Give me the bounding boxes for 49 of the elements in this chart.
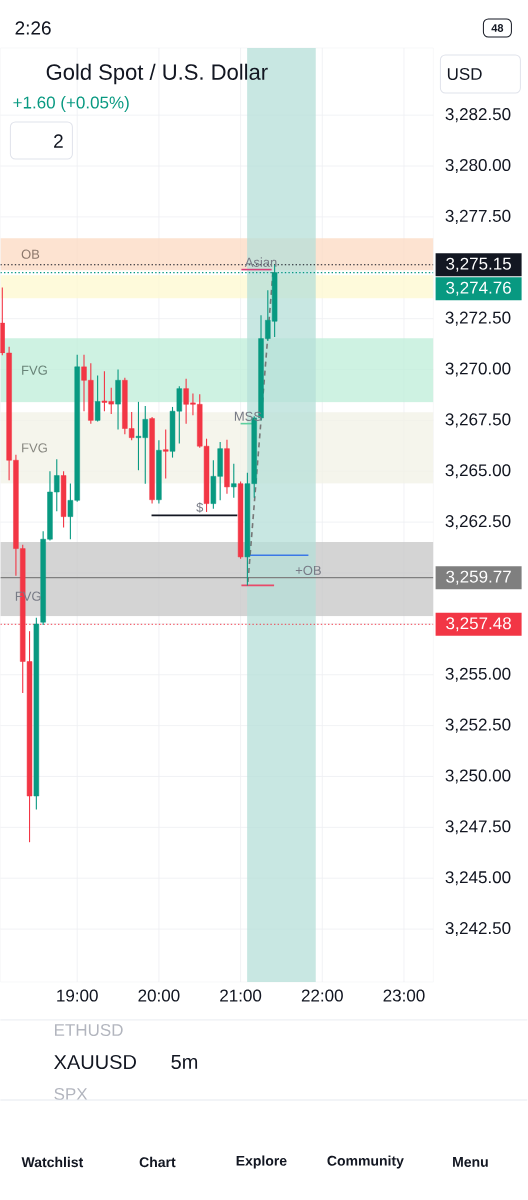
y-tick-label: 3,280.00 bbox=[445, 158, 511, 174]
text: ETHUSD bbox=[55, 1023, 123, 1037]
annotation: $ bbox=[196, 502, 204, 513]
band-label: OB bbox=[21, 249, 40, 259]
x-tick-label: 19:00 bbox=[57, 989, 98, 1002]
y-tick-label: 3,245.00 bbox=[445, 871, 511, 886]
text: Watchlist bbox=[21, 1156, 84, 1168]
text: 2:26 bbox=[15, 21, 51, 35]
annotation: Asian bbox=[244, 257, 277, 267]
candlestick bbox=[115, 368, 121, 431]
text: Menu bbox=[453, 1157, 488, 1167]
annotation: +OB bbox=[295, 565, 321, 575]
candlestick bbox=[95, 375, 101, 422]
y-tick-label: 3,262.50 bbox=[445, 515, 511, 530]
y-tick-label: 3,255.00 bbox=[445, 667, 511, 682]
text: Chart bbox=[139, 1156, 176, 1168]
y-tick-label: 3,242.50 bbox=[445, 922, 511, 937]
y-tick-label: 3,272.50 bbox=[445, 311, 511, 326]
text: 48 bbox=[491, 24, 504, 32]
text: Community bbox=[327, 1155, 404, 1169]
y-tick-label: 3,267.50 bbox=[445, 413, 511, 428]
y-tick-label: 3,282.50 bbox=[445, 108, 511, 123]
ref-line-label: 3,275.15 bbox=[446, 257, 512, 272]
x-tick-label: 21:00 bbox=[220, 989, 262, 1002]
y-tick-label: 3,270.00 bbox=[445, 362, 511, 377]
annotation: 2 bbox=[54, 134, 63, 148]
text: Gold Spot / U.S. Dollar bbox=[46, 63, 268, 85]
x-tick-label: 22:00 bbox=[301, 989, 343, 1002]
ref-line-label: 3,259.77 bbox=[446, 570, 511, 585]
candlestick bbox=[163, 428, 169, 480]
band-label: FVG bbox=[22, 443, 47, 453]
text: 5m bbox=[171, 1055, 198, 1069]
band-label: FVG bbox=[22, 365, 47, 375]
y-tick-label: 3,252.50 bbox=[445, 718, 511, 733]
candlestick bbox=[231, 463, 237, 499]
x-tick-label: 20:00 bbox=[138, 989, 180, 1002]
y-tick-label: 3,277.50 bbox=[445, 209, 511, 224]
candlestick bbox=[67, 482, 74, 540]
text: XAUUSD bbox=[54, 1054, 137, 1070]
ref-line-label: 3,274.76 bbox=[446, 281, 512, 296]
text: Explore bbox=[236, 1155, 287, 1169]
y-tick-label: 3,265.00 bbox=[445, 464, 511, 479]
text: USD bbox=[448, 67, 482, 81]
text: SPX bbox=[54, 1087, 88, 1101]
y-tick-label: 3,247.50 bbox=[445, 820, 511, 835]
ref-line-label: 3,257.48 bbox=[446, 617, 512, 632]
x-tick-label: 23:00 bbox=[383, 989, 425, 1002]
text: +1.60 (+0.05%) bbox=[13, 96, 129, 112]
y-tick-label: 3,250.00 bbox=[445, 769, 511, 784]
